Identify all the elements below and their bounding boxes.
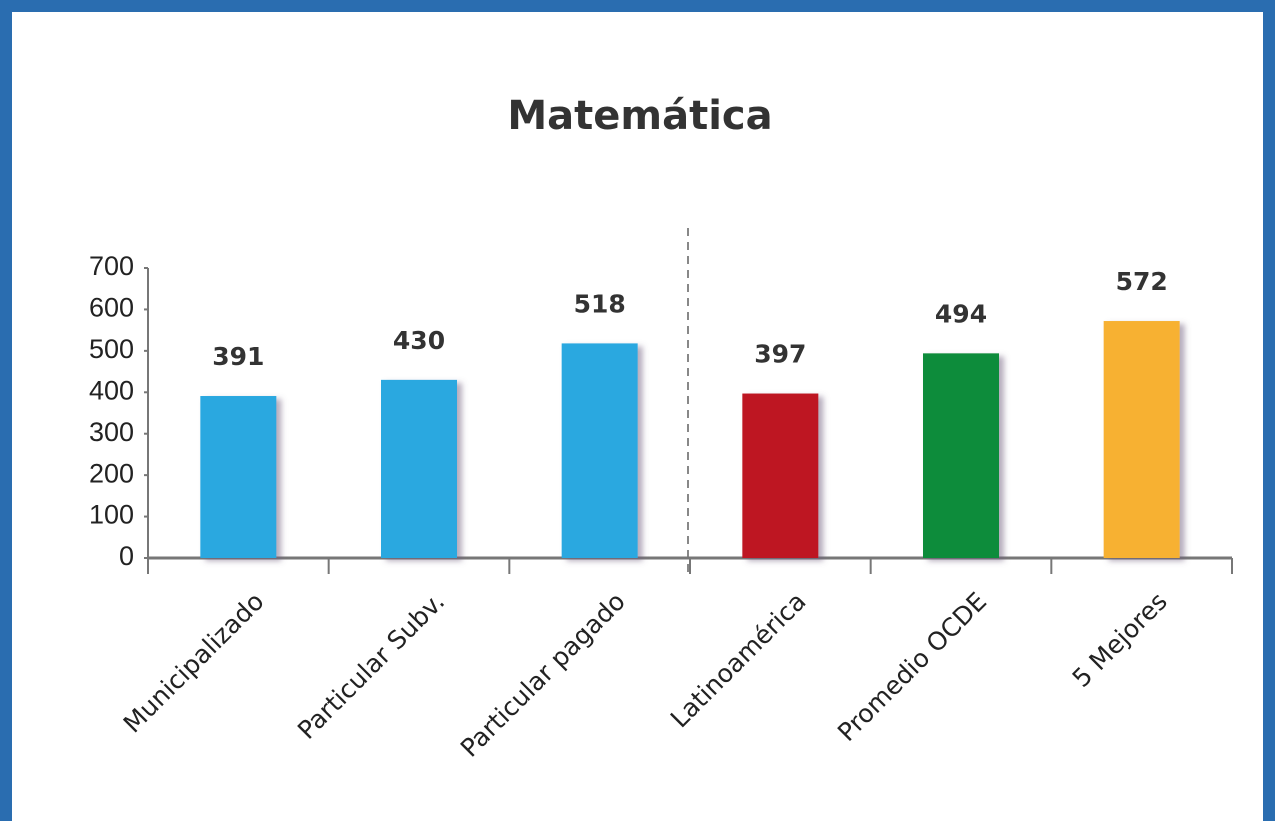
bar xyxy=(381,379,457,558)
y-tick-label: 0 xyxy=(119,541,134,571)
value-label: 430 xyxy=(393,326,445,355)
bar xyxy=(742,393,819,558)
y-tick-label: 500 xyxy=(89,334,134,364)
y-tick-label: 400 xyxy=(89,375,134,405)
y-tick-label: 700 xyxy=(89,251,134,281)
bar xyxy=(200,396,277,558)
value-label: 391 xyxy=(212,342,264,371)
y-tick-label: 600 xyxy=(89,293,134,323)
y-tick-label: 200 xyxy=(89,458,134,488)
value-label: 494 xyxy=(935,299,987,328)
y-tick-label: 100 xyxy=(89,500,134,530)
bar xyxy=(561,343,638,558)
value-label: 572 xyxy=(1116,267,1168,296)
value-label: 518 xyxy=(574,289,626,318)
chart-title: Matemática xyxy=(507,93,772,139)
bar xyxy=(1103,321,1180,558)
value-label: 397 xyxy=(754,340,806,369)
bar xyxy=(923,353,999,558)
y-tick-label: 300 xyxy=(89,417,134,447)
